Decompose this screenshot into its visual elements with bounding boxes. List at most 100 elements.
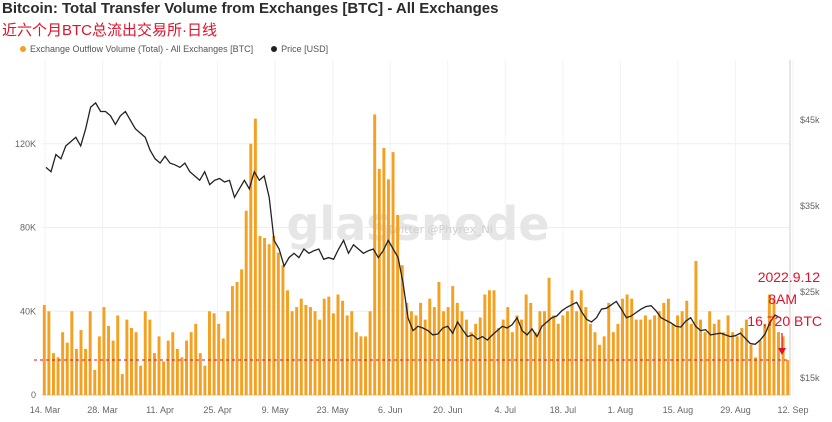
outflow-bar xyxy=(515,315,519,395)
outflow-bar xyxy=(786,359,790,395)
outflow-bar xyxy=(611,332,615,395)
outflow-bar xyxy=(208,311,211,395)
outflow-bar xyxy=(263,237,267,395)
outflow-bar xyxy=(598,344,602,395)
y-right-tick: $25k xyxy=(800,287,820,297)
outflow-bar xyxy=(455,302,459,395)
outflow-bar xyxy=(226,311,230,395)
outflow-bar xyxy=(354,332,358,395)
annotation-time: 8AM xyxy=(768,291,797,307)
outflow-bar xyxy=(777,332,780,395)
legend-bar-swatch xyxy=(20,46,26,52)
outflow-bar xyxy=(88,311,92,395)
outflow-bar xyxy=(478,317,482,395)
outflow-bar xyxy=(529,302,533,395)
outflow-bar xyxy=(276,252,280,395)
outflow-bar xyxy=(345,315,349,395)
outflow-bar xyxy=(409,311,413,395)
outflow-bar xyxy=(217,323,221,395)
outflow-bar xyxy=(685,300,689,395)
outflow-bar xyxy=(657,311,661,395)
y-left-tick: 120K xyxy=(15,139,36,149)
outflow-bar xyxy=(74,348,78,395)
outflow-bar xyxy=(189,332,193,395)
outflow-bars xyxy=(42,114,790,395)
outflow-bar xyxy=(419,302,423,395)
outflow-bar xyxy=(662,302,666,395)
outflow-bar xyxy=(299,298,303,395)
outflow-bar xyxy=(543,311,546,395)
outflow-bar xyxy=(377,168,381,395)
outflow-bar xyxy=(506,307,510,395)
outflow-bar xyxy=(111,340,115,395)
outflow-bar xyxy=(258,235,262,395)
outflow-bar xyxy=(726,315,730,395)
outflow-bar xyxy=(501,319,505,395)
y-right-tick: $45k xyxy=(800,115,820,125)
x-tick: 9. May xyxy=(262,405,290,415)
outflow-bar xyxy=(754,357,758,395)
outflow-bar xyxy=(295,307,299,395)
y-right-axis: $15k $25k $35k $45k xyxy=(789,60,820,395)
outflow-bar xyxy=(630,298,634,395)
y-left-tick: 80K xyxy=(20,223,36,233)
outflow-bar xyxy=(621,298,624,395)
outflow-bar xyxy=(272,235,276,395)
outflow-bar xyxy=(446,307,450,395)
outflow-bar xyxy=(625,294,629,395)
x-tick: 4. Jul xyxy=(495,405,517,415)
outflow-bar xyxy=(634,319,638,395)
outflow-bar xyxy=(368,311,372,395)
outflow-bar xyxy=(579,290,583,395)
outflow-bar xyxy=(676,315,680,395)
outflow-bar xyxy=(570,290,574,395)
outflow-bar xyxy=(359,336,363,395)
outflow-bar xyxy=(249,143,253,395)
outflow-bar xyxy=(561,315,565,395)
outflow-bar xyxy=(47,311,51,395)
outflow-bar xyxy=(313,311,317,395)
outflow-bar xyxy=(414,315,418,395)
outflow-bar xyxy=(61,332,65,395)
chart-title: Bitcoin: Total Transfer Volume from Exch… xyxy=(2,0,499,17)
x-tick: 1. Aug xyxy=(608,405,634,415)
outflow-bar xyxy=(520,319,524,395)
outflow-bar xyxy=(42,304,46,395)
outflow-bar xyxy=(653,315,657,395)
outflow-bar xyxy=(180,357,184,395)
outflow-bar xyxy=(130,328,133,395)
x-tick: 6. Jun xyxy=(378,405,403,415)
outflow-bar xyxy=(304,304,308,395)
outflow-bar xyxy=(152,353,156,395)
x-tick: 20. Jun xyxy=(433,405,463,415)
annotation-arrow-head xyxy=(778,348,786,355)
x-tick: 11. Apr xyxy=(146,405,174,415)
outflow-bar xyxy=(487,290,491,395)
outflow-bar xyxy=(588,323,592,395)
outflow-bar xyxy=(643,315,647,395)
outflow-bar xyxy=(253,118,257,395)
outflow-bar xyxy=(143,311,147,395)
x-tick: 12. Sep xyxy=(777,405,808,415)
outflow-bar xyxy=(460,311,464,395)
outflow-bar xyxy=(699,319,702,395)
outflow-bar xyxy=(593,332,597,395)
outflow-bar xyxy=(432,307,436,395)
x-tick: 28. Mar xyxy=(87,405,118,415)
outflow-bar xyxy=(386,179,390,395)
outflow-bar xyxy=(391,152,395,395)
outflow-bar xyxy=(749,344,753,395)
outflow-bar xyxy=(56,357,60,395)
x-tick: 18. Jul xyxy=(550,405,577,415)
outflow-bar xyxy=(308,307,312,395)
outflow-bar xyxy=(689,323,693,395)
outflow-bar xyxy=(712,323,716,395)
outflow-bar xyxy=(281,265,285,395)
legend-price-label: Price [USD] xyxy=(281,44,329,54)
y-left-axis: 0 40K 80K 120K xyxy=(15,139,36,400)
x-tick: 23. May xyxy=(317,405,350,415)
outflow-bar xyxy=(203,365,207,395)
outflow-bar xyxy=(212,313,216,395)
outflow-bar xyxy=(70,311,74,395)
y-right-tick: $35k xyxy=(800,201,820,211)
